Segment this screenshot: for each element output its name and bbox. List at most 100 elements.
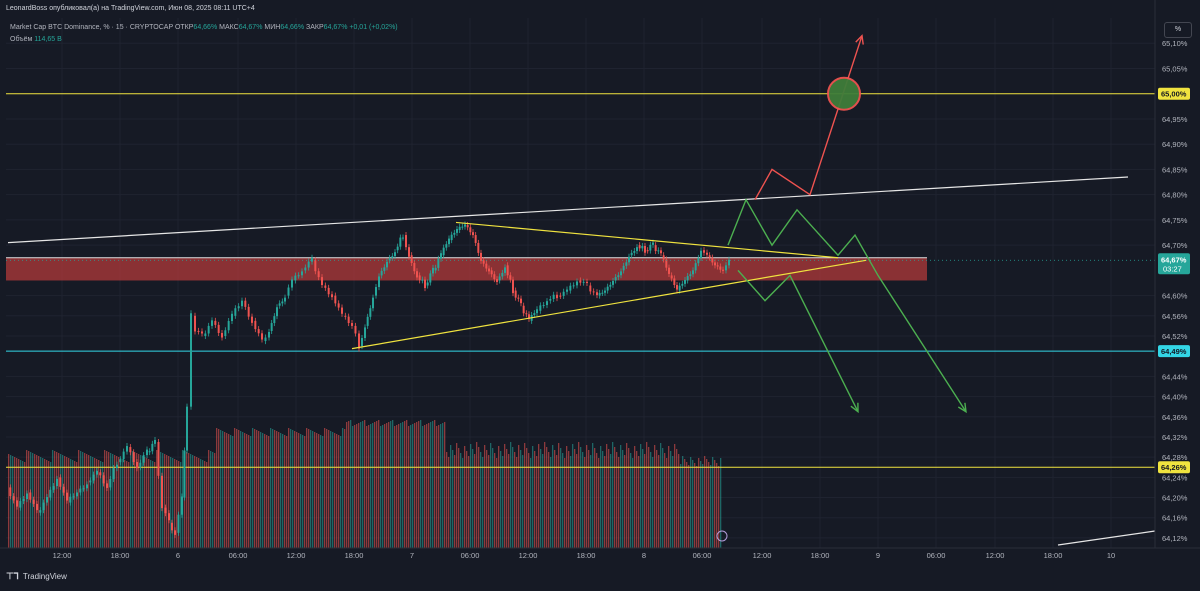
candle-body (689, 274, 691, 276)
candle-body (59, 477, 61, 486)
volume-bar (266, 435, 267, 548)
tradingview-logo-text: TradingView (23, 572, 67, 581)
volume-bar (552, 445, 553, 548)
volume-bar (700, 461, 701, 548)
volume-bar (320, 435, 321, 548)
volume-bar (548, 452, 549, 548)
volume-bar (694, 463, 695, 548)
volume-bar (672, 456, 673, 548)
volume-bar (418, 421, 419, 548)
volume-bar (602, 451, 603, 548)
candle-body (448, 239, 450, 245)
x-tick-label: 06:00 (229, 551, 248, 560)
candle-body (378, 276, 380, 287)
candle-body (139, 463, 141, 468)
candle-body (416, 271, 418, 277)
volume-bar (208, 450, 209, 548)
candle-body (328, 288, 330, 294)
legend: Market Cap BTC Dominance, % · 15 · CRYPT… (10, 22, 398, 46)
volume-bar (386, 423, 387, 548)
change-value: +0,01 (+0,02%) (349, 24, 397, 31)
volume-bar (228, 434, 229, 548)
close-value: 64,67% (324, 24, 348, 31)
forecast-path-red (755, 36, 862, 200)
candle-body (625, 262, 627, 266)
volume-bar (344, 429, 345, 548)
candle-body (358, 333, 360, 348)
volume-bar (506, 449, 507, 548)
volume-bar (286, 436, 287, 548)
candle-body (722, 270, 724, 271)
volume-bar (282, 434, 283, 548)
candle-body (13, 496, 15, 500)
volume-bar (322, 436, 323, 548)
volume-bar (126, 461, 127, 548)
volume-bar (532, 446, 533, 548)
volume-bar (310, 430, 311, 548)
volume-bar (356, 424, 357, 548)
volume-bar (566, 446, 567, 548)
volume-bar (608, 449, 609, 548)
volume-bar (340, 436, 341, 548)
volume-bar (22, 461, 23, 548)
volume-bar (314, 432, 315, 548)
volume-bar (676, 449, 677, 548)
candle-body (103, 475, 105, 483)
candle-body (668, 268, 670, 274)
volume-bar (220, 430, 221, 548)
candle-body (539, 305, 541, 310)
volume-bar (626, 443, 627, 548)
candle-body (647, 250, 649, 251)
candle-body (228, 321, 230, 330)
candle-body (341, 308, 343, 314)
volume-bar (106, 451, 107, 548)
candle-body (464, 224, 466, 226)
candle-body (386, 262, 388, 268)
candle-body (599, 293, 601, 296)
candle-body (636, 247, 638, 251)
volume-value: 114,65 B (34, 36, 62, 43)
volume-bar (600, 446, 601, 548)
candle-body (194, 316, 196, 332)
volume-bar (466, 451, 467, 548)
percent-scale-button[interactable]: % (1164, 22, 1192, 38)
tradingview-logo-icon: ⊤⅂ (6, 571, 19, 582)
volume-bar (704, 456, 705, 548)
volume-bar (488, 455, 489, 548)
volume-bar (710, 465, 711, 548)
candle-body (361, 338, 363, 346)
x-tick-label: 8 (642, 551, 646, 560)
y-tick-label: 64,36% (1162, 413, 1188, 422)
volume-bar (68, 458, 69, 548)
candle-body (472, 232, 474, 235)
volume-bar (108, 452, 109, 548)
volume-bar (354, 425, 355, 548)
candle-body (644, 246, 646, 253)
candle-body (83, 488, 85, 489)
symbol-title: Market Cap BTC Dominance, % · 15 · CRYPT… (10, 24, 173, 31)
candle-body (63, 487, 65, 493)
candle-body (408, 247, 410, 257)
volume-bar (18, 459, 19, 548)
volume-bar (260, 432, 261, 548)
y-tick-label: 64,40% (1162, 393, 1188, 402)
volume-bar (80, 451, 81, 548)
candle-body (56, 479, 58, 486)
volume-label: Объём (10, 36, 32, 43)
volume-bar (276, 431, 277, 548)
candle-body (248, 307, 250, 317)
candle-body (520, 299, 522, 304)
volume-bar (230, 435, 231, 548)
volume-bar (524, 443, 525, 548)
volume-bar (148, 459, 149, 548)
candle-body (69, 497, 71, 503)
candle-body (143, 455, 145, 463)
volume-bar (426, 424, 427, 548)
candle-body (201, 331, 203, 333)
candle-body (294, 276, 296, 281)
candle-body (369, 308, 371, 317)
candle-body (273, 316, 275, 323)
volume-bar (128, 462, 129, 548)
published-by-text: LeonardBoss опубликовал(а) на TradingVie… (6, 5, 255, 12)
